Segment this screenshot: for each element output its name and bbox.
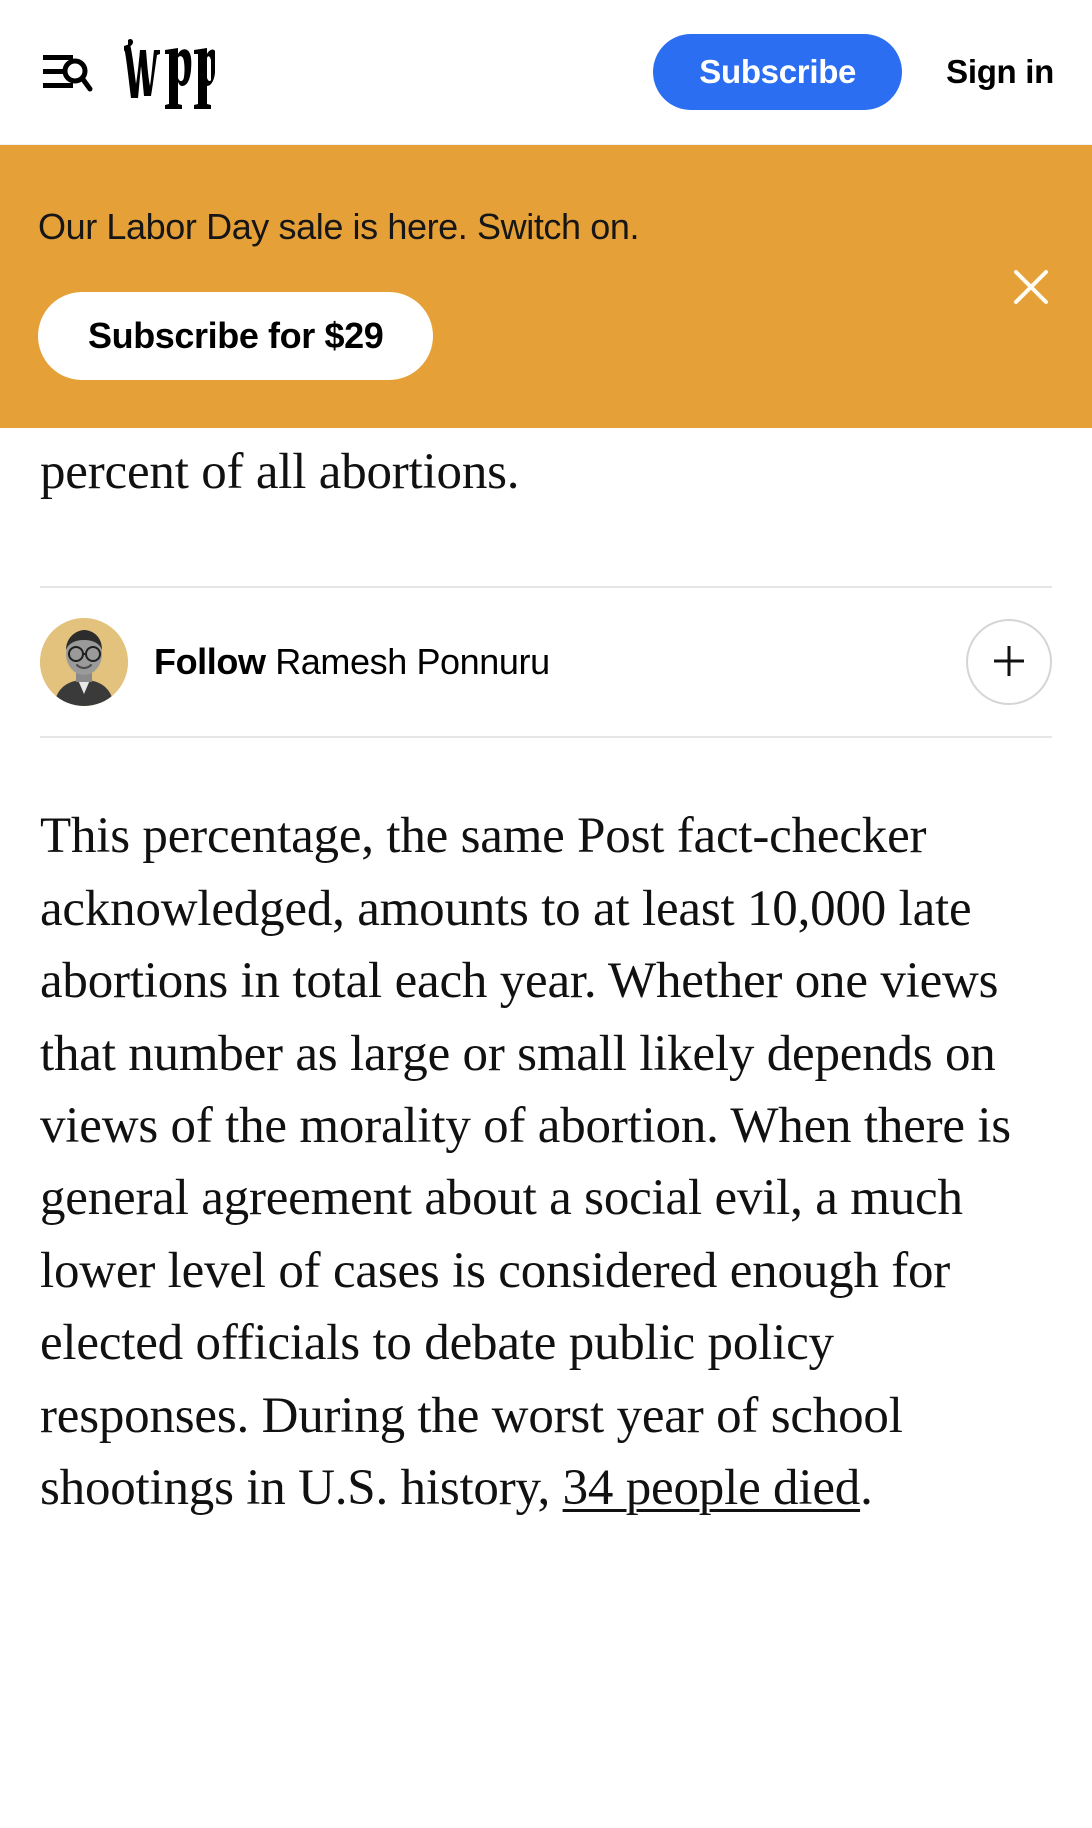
subscribe-button[interactable]: Subscribe [653, 34, 903, 110]
sign-in-button[interactable]: Sign in [946, 53, 1054, 90]
plus-icon [990, 642, 1028, 683]
paragraph-text-before-link: This percentage, the same Post fact-chec… [40, 808, 1011, 1517]
article-paragraph: This percentage, the same Post fact-chec… [40, 800, 1052, 1524]
divider-above-author [40, 586, 1052, 589]
wp-logo-icon [120, 28, 216, 117]
paragraph-fragment: percent of all abortions. [40, 444, 520, 500]
article-body: percent of all abortions. [0, 428, 1092, 1525]
promo-banner: Our Labor Day sale is here. Switch on. S… [0, 145, 1092, 428]
school-shootings-link[interactable]: 34 people died [562, 1460, 861, 1517]
divider-below-author [40, 736, 1052, 739]
ramesh-ponnuru-avatar [40, 618, 128, 707]
follow-word: Follow [154, 641, 266, 683]
promo-message: Our Labor Day sale is here. Switch on. [38, 206, 640, 247]
close-icon [1009, 265, 1053, 312]
promo-subscribe-button[interactable]: Subscribe for $29 [38, 292, 434, 381]
washington-post-logo[interactable]: The Washington Post [120, 37, 216, 109]
paragraph-text-after-link: . [860, 1460, 873, 1517]
author-follow-label: Follow Ramesh Ponnuru [154, 641, 550, 683]
author-name: Ramesh Ponnuru [275, 641, 550, 683]
author-follow-row[interactable]: Follow Ramesh Ponnuru [40, 588, 1052, 736]
site-header: The Washington Post Subscribe Sign in [0, 0, 1092, 145]
menu-search-icon [41, 45, 93, 100]
menu-search-button[interactable] [38, 42, 96, 102]
promo-close-button[interactable] [996, 253, 1066, 323]
follow-add-button[interactable] [966, 619, 1052, 706]
